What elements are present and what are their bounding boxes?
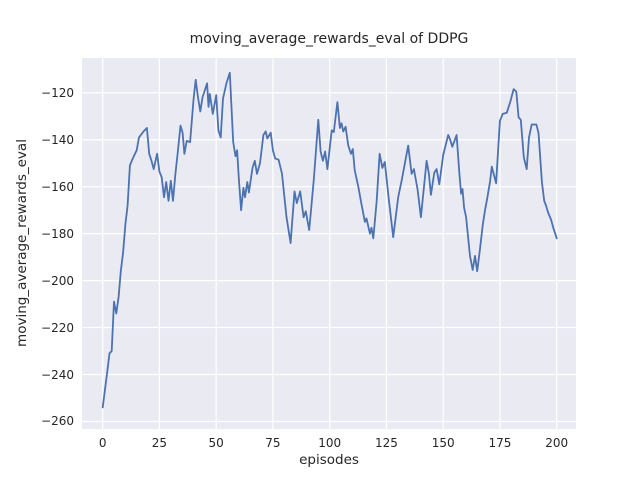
x-tick-label: 0 [98, 436, 107, 450]
x-axis-label: episodes [299, 452, 359, 468]
x-tick-label: 50 [208, 436, 224, 450]
y-tick-label: −140 [41, 132, 74, 147]
y-tick-label: −260 [41, 414, 74, 429]
x-tick-label: 100 [318, 436, 342, 450]
reward-line-series [101, 71, 558, 409]
x-tick-label: 150 [431, 436, 455, 450]
chart-title: moving_average_rewards_eval of DDPG [189, 31, 469, 47]
x-tick-label: 175 [488, 436, 512, 450]
y-tick-label: −220 [41, 320, 74, 335]
x-tick-label: 125 [374, 436, 398, 450]
plot-area [82, 58, 576, 429]
y-tick-label: −240 [41, 367, 74, 382]
line-plot-svg [82, 58, 576, 429]
y-tick-label: −200 [41, 273, 74, 288]
x-tick-label: 25 [151, 436, 168, 450]
y-axis-label: moving_average_rewards_eval [14, 139, 30, 347]
y-tick-label: −120 [41, 85, 74, 100]
y-tick-label: −160 [41, 179, 74, 194]
y-tick-label: −180 [41, 226, 74, 241]
x-tick-label: 75 [265, 436, 281, 450]
x-tick-label: 200 [545, 436, 569, 450]
